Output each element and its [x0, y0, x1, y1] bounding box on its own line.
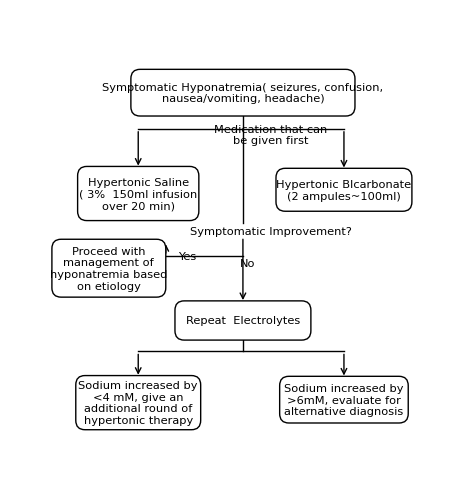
Text: Medication that can
be given first: Medication that can be given first	[214, 124, 327, 146]
FancyBboxPatch shape	[78, 167, 199, 221]
Text: No: No	[240, 259, 255, 269]
Text: Hypertonic BIcarbonate
(2 ampules~100ml): Hypertonic BIcarbonate (2 ampules~100ml)	[276, 180, 411, 201]
Text: Symptomatic Hyponatremia( seizures, confusion,
nausea/vomiting, headache): Symptomatic Hyponatremia( seizures, conf…	[102, 83, 383, 104]
Text: Sodium increased by
>6mM, evaluate for
alternative diagnosis: Sodium increased by >6mM, evaluate for a…	[284, 383, 404, 416]
Text: Repeat  Electrolytes: Repeat Electrolytes	[186, 316, 300, 326]
Text: Hypertonic Saline
( 3%  150ml infusion
over 20 min): Hypertonic Saline ( 3% 150ml infusion ov…	[79, 178, 197, 211]
FancyBboxPatch shape	[276, 169, 412, 212]
Text: Sodium increased by
<4 mM, give an
additional round of
hypertonic therapy: Sodium increased by <4 mM, give an addit…	[79, 380, 198, 425]
Text: Symptomatic Improvement?: Symptomatic Improvement?	[190, 227, 351, 236]
FancyBboxPatch shape	[175, 301, 311, 340]
Text: Proceed with
management of
hyponatremia based
on etiology: Proceed with management of hyponatremia …	[50, 246, 167, 291]
Text: Yes: Yes	[178, 251, 196, 261]
FancyBboxPatch shape	[52, 240, 166, 298]
FancyBboxPatch shape	[76, 376, 201, 430]
FancyBboxPatch shape	[131, 70, 355, 117]
FancyBboxPatch shape	[280, 377, 408, 423]
